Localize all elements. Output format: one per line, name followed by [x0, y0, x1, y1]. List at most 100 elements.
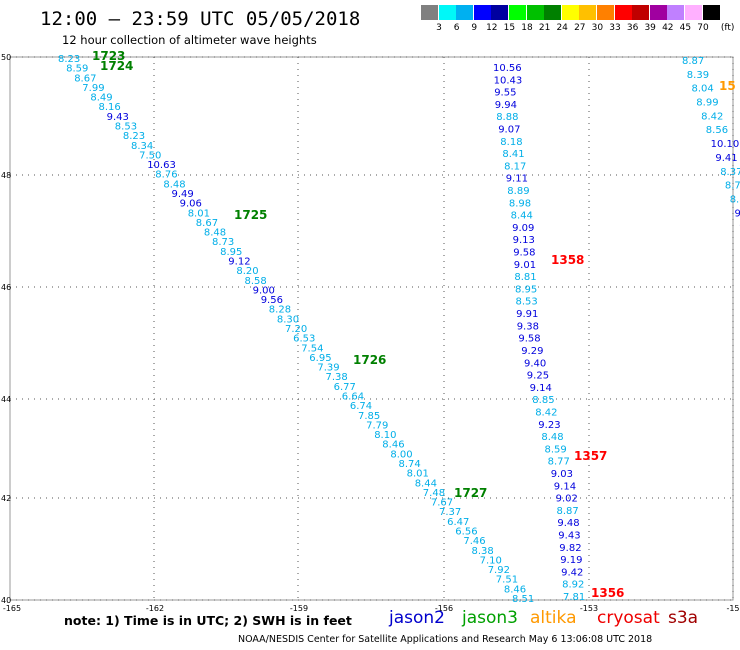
wave-height-value: 9.41 — [715, 153, 737, 164]
wave-height-value: 7.39 — [317, 363, 339, 374]
scale-label: 3 — [436, 23, 442, 33]
wave-height-value: 8.28 — [269, 305, 291, 316]
wave-height-value: 9.43 — [107, 112, 129, 123]
wave-height-value: 10.56 — [493, 63, 522, 74]
scale-swatch — [509, 5, 526, 20]
scale-swatch — [685, 5, 702, 20]
wave-height-value: 9.19 — [560, 555, 582, 566]
lon-tick-label: -153 — [580, 604, 598, 613]
wave-height-value: 9.58 — [513, 248, 535, 259]
wave-height-value: 8.87 — [682, 56, 704, 67]
wave-height-value: 9.56 — [261, 295, 283, 306]
wave-height-value: 8.99 — [696, 98, 718, 109]
wave-height-value: 8.23 — [123, 131, 145, 142]
wave-height-value: 9.14 — [530, 383, 552, 394]
wave-height-value: 9.82 — [559, 543, 581, 554]
wave-height-value: 9.13 — [513, 235, 535, 246]
legend-jason2: jason2 — [389, 608, 445, 628]
scale-swatch — [526, 5, 544, 20]
wave-height-value: 8.42 — [535, 408, 557, 419]
scale-label: 24 — [556, 23, 568, 33]
scale-swatch — [614, 5, 632, 20]
wave-height-value: 9.00 — [253, 285, 275, 296]
scale-label: 12 — [486, 23, 498, 33]
wave-height-value: 8.53 — [115, 122, 137, 133]
wave-height-value: 8.70 — [725, 181, 740, 192]
lat-tick-label: 40 — [1, 596, 11, 605]
wave-height-value: 8.39 — [687, 70, 709, 81]
footnote: note: 1) Time is in UTC; 2) SWH is in fe… — [64, 613, 352, 628]
pass-number-label: 1723 — [92, 49, 125, 63]
scale-label: 18 — [521, 23, 533, 33]
wave-height-value: 8.48 — [204, 228, 226, 239]
scale-swatch — [702, 5, 720, 20]
wave-height-value: 10.10 — [711, 139, 740, 150]
scale-label: 45 — [679, 23, 692, 33]
lat-tick-label: 44 — [1, 395, 11, 404]
scale-label: 36 — [626, 23, 639, 33]
scale-label: 6 — [453, 23, 460, 33]
axis-ticks: 50 48 46 44 42 40-165 -162 -159 -156 -153 -15 — [1, 53, 740, 613]
scale-label: 27 — [574, 23, 586, 33]
wave-height-value: 8.44 — [511, 211, 533, 222]
wave-height-value: 8.51 — [512, 594, 534, 605]
lon-tick-label: -159 — [290, 604, 308, 613]
scale-swatch — [421, 5, 438, 20]
lon-tick-label: -162 — [146, 604, 164, 613]
wave-height-value: 8.30 — [277, 314, 299, 325]
wave-height-value: 9.55 — [494, 88, 516, 99]
wave-height-value: 7.85 — [358, 411, 380, 422]
lat-tick-label: 42 — [1, 494, 11, 503]
wave-height-value: 7.46 — [463, 536, 485, 547]
wave-height-value: 8.48 — [163, 179, 185, 190]
scale-label: 42 — [662, 23, 674, 33]
wave-height-value: 9.40 — [524, 358, 546, 369]
wave-height-value: 8.42 — [701, 111, 723, 122]
wave-height-value: 8.34 — [131, 141, 153, 152]
pass-number-label: 15 — [719, 79, 736, 93]
wave-height-value: 7.79 — [366, 420, 388, 431]
wave-height-value: 9.58 — [518, 334, 540, 345]
scale-swatch — [632, 5, 650, 20]
page-title: 12:00 — 23:59 UTC 05/05/2018 — [40, 8, 361, 30]
wave-height-value: 9.03 — [551, 469, 573, 480]
wave-height-value: 9.11 — [506, 174, 528, 185]
wave-height-value: 8.87 — [557, 506, 579, 517]
lat-tick-label: 46 — [1, 283, 11, 292]
wave-height-value: 8.59 — [545, 444, 567, 455]
wave-height-value: 8.58 — [245, 276, 267, 287]
pass-number-label: 1727 — [454, 486, 487, 500]
wave-height-value: 6.77 — [334, 382, 356, 393]
legend-altika: altika — [530, 608, 577, 628]
pass-number-label: 1356 — [591, 586, 624, 600]
wave-height-value: 7.92 — [488, 565, 510, 576]
scale-swatch — [456, 5, 474, 20]
wave-height-value: 6.74 — [350, 401, 372, 412]
wave-height-value: 9.1 — [735, 208, 740, 219]
scale-label: 9 — [471, 23, 478, 33]
wave-height-value: 8.46 — [504, 584, 526, 595]
credit-line: NOAA/NESDIS Center for Satellite Applica… — [238, 634, 653, 645]
pass-number-label: 1725 — [234, 208, 267, 222]
pass-number-label: 1358 — [551, 253, 584, 267]
scale-label: 39 — [644, 23, 656, 33]
wave-height-value: 8.77 — [548, 457, 570, 468]
wave-height-value: 8.88 — [496, 112, 518, 123]
wave-height-value: 8.46 — [382, 440, 404, 451]
wave-height-value: 7.37 — [439, 507, 461, 518]
wave-height-value: 9.12 — [228, 257, 250, 268]
wave-height-value: 7.54 — [301, 343, 323, 354]
scale-swatch — [597, 5, 614, 20]
scale-swatch — [579, 5, 597, 20]
wave-height-value: 8.01 — [407, 469, 429, 480]
wave-height-value: 7.67 — [431, 498, 453, 509]
wave-height-value: 7.38 — [326, 372, 348, 383]
wave-height-value: 8.92 — [562, 580, 584, 591]
scale-label: 30 — [591, 23, 604, 33]
wave-height-value: 9.02 — [556, 494, 578, 505]
wave-height-value: 8.56 — [706, 125, 728, 136]
legend-cryosat: cryosat — [597, 608, 660, 628]
wave-height-value: 6.56 — [455, 527, 477, 538]
map-frame — [9, 56, 734, 601]
